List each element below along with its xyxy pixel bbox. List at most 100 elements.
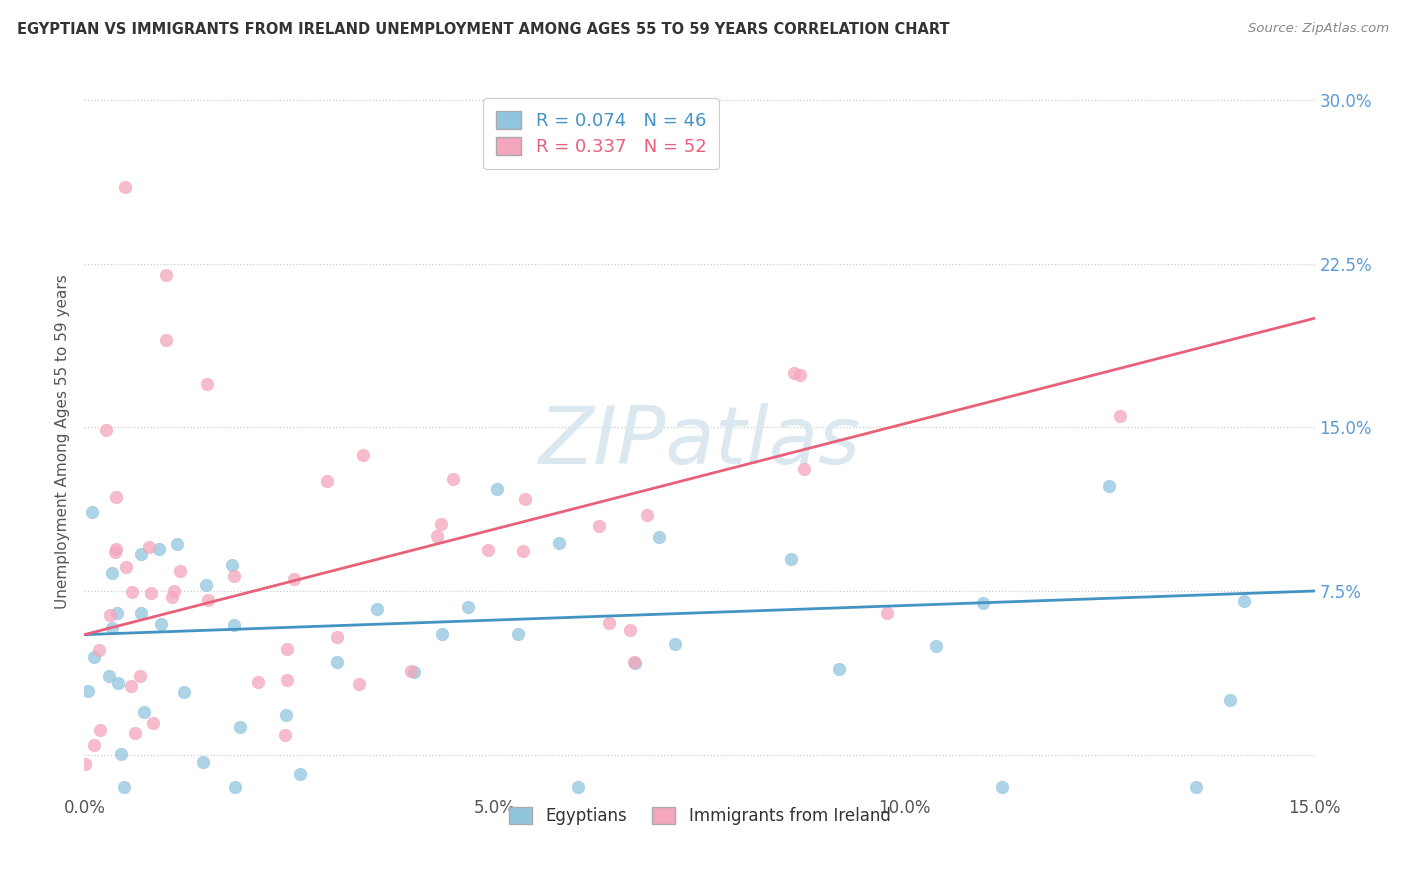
Point — [828, 662, 851, 676]
Point — [197, 593, 219, 607]
Point — [104, 545, 127, 559]
Point — [283, 572, 305, 586]
Point — [780, 552, 803, 566]
Point — [399, 664, 422, 678]
Point — [110, 747, 132, 761]
Point — [648, 530, 671, 544]
Point — [664, 637, 686, 651]
Point — [588, 519, 610, 533]
Point — [169, 564, 191, 578]
Point — [83, 649, 105, 664]
Point — [924, 639, 946, 653]
Point — [426, 529, 449, 543]
Point — [76, 683, 98, 698]
Point — [325, 655, 347, 669]
Point — [1097, 479, 1119, 493]
Point — [506, 626, 529, 640]
Point — [619, 623, 641, 637]
Point — [430, 626, 453, 640]
Y-axis label: Unemployment Among Ages 55 to 59 years: Unemployment Among Ages 55 to 59 years — [55, 274, 70, 609]
Point — [129, 547, 152, 561]
Point — [315, 474, 337, 488]
Point — [155, 333, 177, 347]
Point — [191, 755, 214, 769]
Point — [112, 780, 135, 795]
Point — [352, 448, 374, 462]
Point — [1233, 594, 1256, 608]
Point — [197, 376, 219, 391]
Point — [347, 676, 370, 690]
Point — [129, 606, 152, 620]
Point — [515, 492, 537, 507]
Point — [430, 516, 453, 531]
Point — [163, 584, 186, 599]
Point — [441, 472, 464, 486]
Point — [166, 536, 188, 550]
Point — [789, 368, 811, 383]
Point — [548, 536, 571, 550]
Point — [222, 568, 245, 582]
Point — [82, 505, 104, 519]
Text: ZIPatlas: ZIPatlas — [538, 402, 860, 481]
Point — [1184, 780, 1206, 795]
Point — [101, 622, 124, 636]
Point — [276, 707, 298, 722]
Point — [276, 641, 298, 656]
Point — [512, 544, 534, 558]
Point — [624, 656, 647, 670]
Point — [221, 558, 243, 572]
Point — [98, 668, 121, 682]
Point — [105, 607, 128, 621]
Point — [1109, 409, 1132, 423]
Point — [990, 780, 1012, 795]
Point — [121, 585, 143, 599]
Point — [105, 541, 128, 556]
Point — [129, 669, 152, 683]
Point — [228, 720, 250, 734]
Point — [326, 631, 349, 645]
Point — [366, 602, 388, 616]
Point — [623, 655, 645, 669]
Point — [89, 723, 111, 737]
Point — [477, 542, 499, 557]
Point — [276, 673, 298, 687]
Point — [139, 586, 162, 600]
Point — [162, 590, 184, 604]
Point — [87, 643, 110, 657]
Point — [83, 738, 105, 752]
Point — [195, 577, 218, 591]
Point — [457, 599, 479, 614]
Point — [1219, 693, 1241, 707]
Text: EGYPTIAN VS IMMIGRANTS FROM IRELAND UNEMPLOYMENT AMONG AGES 55 TO 59 YEARS CORRE: EGYPTIAN VS IMMIGRANTS FROM IRELAND UNEM… — [17, 22, 949, 37]
Point — [142, 715, 165, 730]
Point — [114, 180, 136, 194]
Point — [783, 367, 806, 381]
Point — [876, 606, 898, 620]
Point — [224, 618, 246, 632]
Point — [485, 482, 508, 496]
Point — [132, 705, 155, 719]
Point — [290, 767, 312, 781]
Point — [246, 675, 269, 690]
Point — [972, 596, 994, 610]
Point — [115, 560, 138, 574]
Point — [636, 508, 658, 522]
Text: Source: ZipAtlas.com: Source: ZipAtlas.com — [1249, 22, 1389, 36]
Point — [793, 462, 815, 476]
Point — [75, 756, 97, 771]
Point — [404, 665, 426, 680]
Point — [124, 726, 146, 740]
Point — [567, 780, 589, 795]
Point — [173, 685, 195, 699]
Point — [598, 616, 620, 631]
Point — [273, 728, 295, 742]
Point — [138, 540, 160, 554]
Point — [94, 423, 117, 437]
Point — [105, 491, 128, 505]
Point — [101, 566, 124, 580]
Point — [98, 607, 121, 622]
Point — [107, 676, 129, 690]
Point — [155, 268, 177, 282]
Point — [150, 617, 173, 632]
Point — [120, 680, 142, 694]
